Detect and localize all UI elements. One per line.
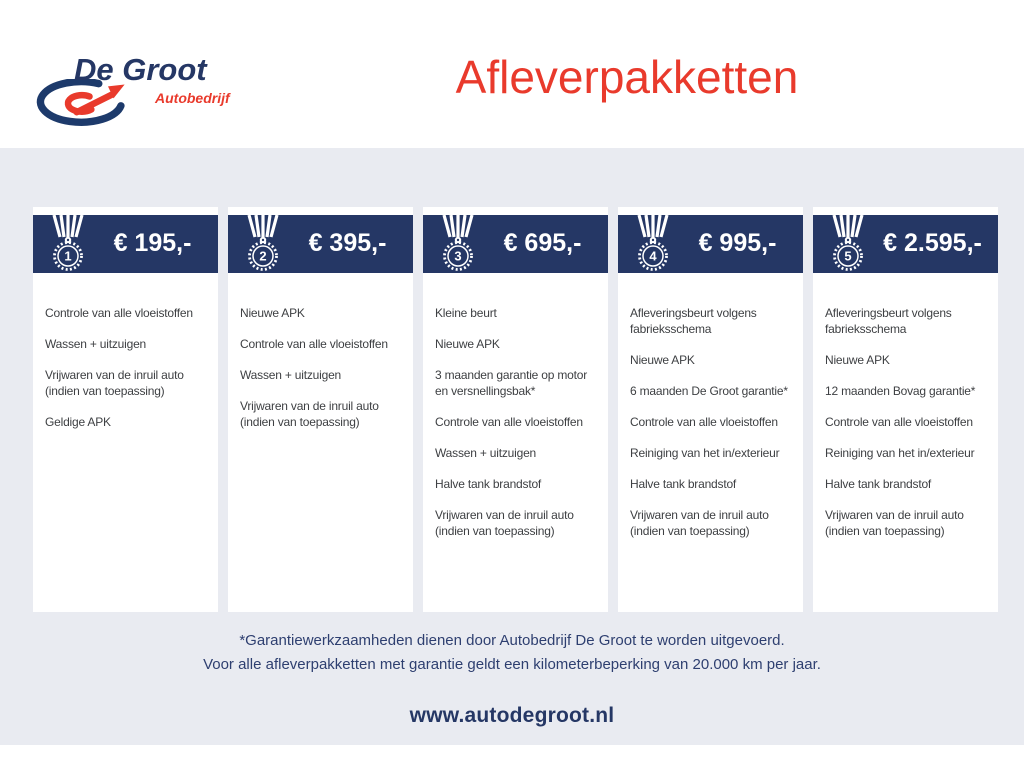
- package-card: 2 € 395,- Nieuwe APK Controle van alle vl…: [228, 207, 413, 612]
- main-area: 1 € 195,- Controle van alle vloeistoffen…: [0, 148, 1024, 745]
- package-item: Geldige APK: [45, 415, 111, 429]
- page-title: Afleverpakketten: [455, 51, 799, 103]
- medal-number: 1: [64, 249, 71, 264]
- website-url: www.autodegroot.nl: [409, 704, 615, 727]
- package-item: Wassen + uitzuigen: [240, 368, 342, 382]
- package-item: Wassen + uitzuigen: [45, 337, 147, 351]
- package-item: Afleveringsbeurt volgens fabrieksschema: [630, 306, 757, 336]
- package-item: 6 maanden De Groot garantie*: [630, 384, 788, 398]
- package-item: Nieuwe APK: [435, 337, 500, 351]
- package-item: Kleine beurt: [435, 306, 497, 320]
- guarantee-footnote: *Garantiewerkzaamheden dienen door Autob…: [0, 629, 1024, 677]
- packages-row: 1 € 195,- Controle van alle vloeistoffen…: [33, 207, 998, 612]
- package-item: Vrijwaren van de inruil auto (indien van…: [240, 399, 379, 429]
- footnote-line: Voor alle afleverpakketten met garantie …: [203, 656, 821, 673]
- package-body: Nieuwe APK Controle van alle vloeistoffen…: [228, 273, 413, 430]
- package-body: Controle van alle vloeistoffen Wassen + u…: [33, 273, 218, 430]
- package-item: Halve tank brandstof: [630, 477, 737, 491]
- footnote-line: *Garantiewerkzaamheden dienen door Autob…: [239, 632, 785, 649]
- package-item: Afleveringsbeurt volgens fabrieksschema: [825, 306, 952, 336]
- medal-number: 4: [649, 249, 657, 264]
- package-header: 3 € 695,-: [423, 215, 608, 273]
- logo-subtitle: Autobedrijf: [155, 90, 230, 106]
- medal-number: 2: [259, 249, 266, 264]
- page-header: De Groot Autobedrijf Afleverpakketten: [0, 0, 1024, 148]
- package-item: Nieuwe APK: [240, 306, 305, 320]
- package-price: € 695,-: [503, 228, 582, 257]
- package-header: 1 € 195,-: [33, 215, 218, 273]
- package-header: 5 € 2.595,-: [813, 215, 998, 273]
- package-price: € 2.595,-: [883, 228, 982, 257]
- medal-icon: 3: [442, 215, 474, 271]
- package-price: € 995,-: [698, 228, 777, 257]
- package-item: Controle van alle vloeistoffen: [45, 306, 193, 320]
- package-item: Controle van alle vloeistoffen: [825, 415, 973, 429]
- package-item: Vrijwaren van de inruil auto (indien van…: [630, 508, 769, 538]
- package-card: 3 € 695,- Kleine beurt Nieuwe APK 3 maande…: [423, 207, 608, 612]
- package-item: Reiniging van het in/exterieur: [630, 446, 780, 460]
- package-card: 4 € 995,- Afleveringsbeurt volgens fabri…: [618, 207, 803, 612]
- package-item: 12 maanden Bovag garantie*: [825, 384, 976, 398]
- medal-number: 3: [454, 249, 461, 264]
- package-item: Reiniging van het in/exterieur: [825, 446, 975, 460]
- package-item: Controle van alle vloeistoffen: [240, 337, 388, 351]
- package-item: Controle van alle vloeistoffen: [435, 415, 583, 429]
- package-body: Kleine beurt Nieuwe APK 3 maanden garantie…: [423, 273, 608, 539]
- package-price: € 195,-: [113, 228, 192, 257]
- package-item: Vrijwaren van de inruil auto (indien van…: [45, 368, 184, 398]
- package-item: Nieuwe APK: [630, 353, 695, 367]
- medal-number: 5: [844, 249, 851, 264]
- package-card: 1 € 195,- Controle van alle vloeistoffen…: [33, 207, 218, 612]
- package-item: Vrijwaren van de inruil auto (indien van…: [435, 508, 574, 538]
- package-item: Vrijwaren van de inruil auto (indien van…: [825, 508, 964, 538]
- package-item: Halve tank brandstof: [825, 477, 932, 491]
- package-header: 2 € 395,-: [228, 215, 413, 273]
- package-card: 5 € 2.595,- Afleveringsbeurt volgens fab…: [813, 207, 998, 612]
- package-item: Controle van alle vloeistoffen: [630, 415, 778, 429]
- package-price: € 395,-: [308, 228, 387, 257]
- package-body: Afleveringsbeurt volgens fabrieksschema N…: [618, 273, 803, 539]
- logo-name: De Groot: [74, 52, 207, 87]
- degroot-logo: De Groot Autobedrijf: [36, 46, 246, 141]
- package-header: 4 € 995,-: [618, 215, 803, 273]
- medal-icon: 5: [832, 215, 864, 271]
- medal-icon: 2: [247, 215, 279, 271]
- medal-icon: 4: [637, 215, 669, 271]
- package-item: Halve tank brandstof: [435, 477, 542, 491]
- package-item: Nieuwe APK: [825, 353, 890, 367]
- package-item: 3 maanden garantie op motor en versnelli…: [435, 368, 588, 398]
- degroot-swoosh-icon: [36, 79, 125, 126]
- package-body: Afleveringsbeurt volgens fabrieksschema N…: [813, 273, 998, 539]
- package-item: Wassen + uitzuigen: [435, 446, 537, 460]
- medal-icon: 1: [52, 215, 84, 271]
